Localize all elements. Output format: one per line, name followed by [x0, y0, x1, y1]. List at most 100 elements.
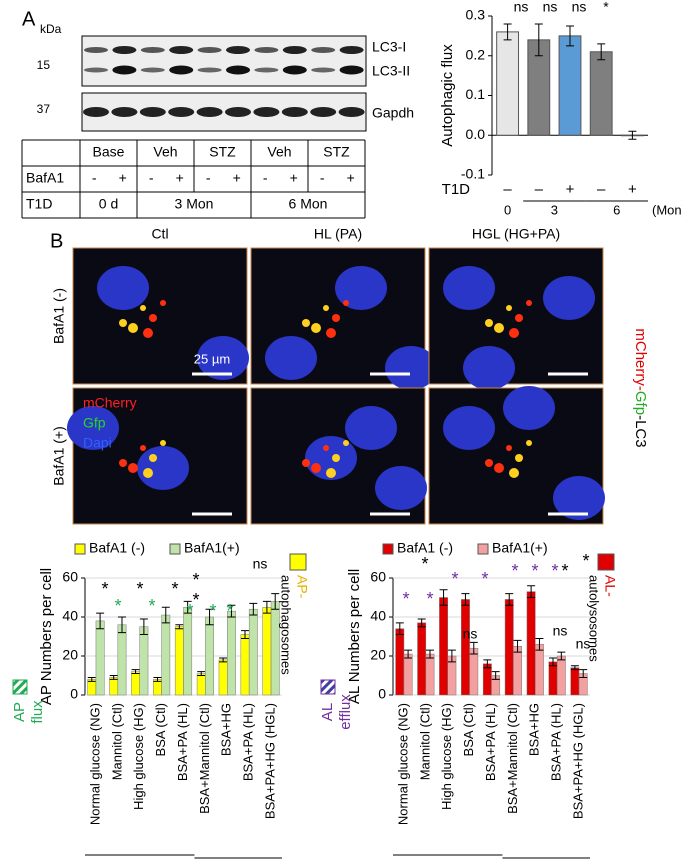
bar [205, 616, 214, 696]
puncta [526, 300, 532, 306]
error-bar [513, 639, 522, 653]
bar [548, 661, 558, 696]
error-bar [183, 600, 192, 614]
annotation: * [426, 589, 433, 609]
y-tick-label: -0.1 [461, 166, 485, 182]
nucleus [463, 346, 515, 390]
legend-swatch [477, 543, 489, 555]
y-tick-label: 40 [62, 608, 78, 624]
table-cell: - [92, 170, 97, 186]
x-tick-label: BSA+PA+HG (HGL) [570, 703, 585, 819]
error-bar [439, 589, 448, 606]
row-label: BafA1 (-) [51, 288, 67, 344]
flux-swatch [12, 679, 28, 695]
group-label: 0 [504, 202, 511, 217]
error-bar [417, 618, 426, 628]
error-bar [597, 43, 606, 61]
panel-label: B [50, 230, 63, 252]
band [282, 46, 307, 54]
legend-swatch [169, 543, 181, 555]
puncta [332, 454, 340, 462]
y-axis-label: Autophagic flux [439, 44, 456, 147]
flux-label: efflux [337, 694, 354, 730]
table-cell: 6 Mon [289, 196, 328, 212]
bar [95, 620, 105, 696]
band-label: LC3-I [372, 39, 406, 55]
bar [227, 610, 236, 696]
annotation: * [226, 601, 233, 621]
y-tick-label: 0.3 [466, 7, 486, 23]
puncta [343, 440, 349, 446]
annotation: ns [543, 0, 558, 15]
bar [526, 591, 536, 696]
bar [196, 673, 206, 696]
error-bar [557, 651, 566, 661]
table-header: Veh [267, 144, 291, 160]
error-bar [395, 622, 404, 636]
puncta [485, 459, 493, 467]
table-cell: + [347, 170, 355, 186]
x-tick-label: Normal glucose (NG) [395, 703, 410, 825]
bar [403, 653, 413, 696]
error-bar [153, 676, 162, 682]
x-tick-label: BSA+PA (HL) [483, 703, 498, 781]
annotation: * [551, 561, 558, 581]
y-axis-label: AP Numbers per cell [38, 568, 55, 705]
error-bar [219, 657, 228, 663]
x-tick-label: BSA+PA (HL) [175, 703, 190, 781]
x-tick-label: BSA (Ctl) [153, 703, 168, 756]
band [281, 107, 308, 117]
group-label: 6 [613, 202, 620, 217]
error-bar [139, 618, 148, 636]
nucleus [443, 406, 495, 450]
error-bar [249, 602, 258, 616]
y-axis-label: AL Numbers per cell [346, 569, 363, 704]
table-header: Base [93, 144, 125, 160]
nucleus [137, 446, 189, 490]
flux-swatch [320, 679, 336, 695]
band [339, 65, 364, 75]
error-bar [549, 657, 558, 667]
error-bar [534, 23, 543, 57]
nucleus [543, 276, 595, 320]
puncta [302, 319, 310, 327]
panel-label: A [22, 8, 36, 30]
table-cell: + [176, 170, 184, 186]
error-bar [404, 649, 413, 659]
puncta [326, 328, 336, 338]
marker: 37 [37, 102, 51, 116]
nucleus [553, 476, 605, 520]
bands [83, 46, 365, 117]
error-bar [503, 23, 512, 41]
nucleus [503, 386, 555, 430]
charts: -0.1 0.0 0.1 0.2 0.3 Autophagic flux – – + – + T1D 0… [11, 0, 682, 859]
error-bar [570, 665, 579, 671]
bar [589, 51, 613, 136]
annotation: * [402, 589, 409, 609]
band [84, 67, 108, 73]
y-tick-label: 0 [70, 686, 78, 702]
bar [117, 624, 127, 696]
annotation: * [186, 601, 193, 621]
channel-label: Dapi [83, 435, 112, 451]
annotation: ns [553, 623, 568, 639]
bar [139, 626, 149, 696]
table-cell: - [320, 170, 325, 186]
error-bar [483, 659, 492, 669]
band [139, 107, 166, 117]
table-header: Veh [153, 144, 177, 160]
puncta [140, 445, 146, 451]
x-tick-label: BSA+Mannitol (Ctl) [197, 703, 212, 814]
puncta [343, 300, 349, 306]
x-tick-label: Mannitol (Ctl) [417, 703, 432, 780]
band [282, 65, 307, 75]
band [225, 107, 251, 117]
channel-label: Gfp [83, 415, 106, 431]
x-tick-label: BSA (Ctl) [461, 703, 476, 756]
column-label: HGL (HG+PA) [472, 226, 560, 242]
puncta [515, 314, 523, 322]
puncta [149, 314, 157, 322]
band [226, 46, 250, 54]
